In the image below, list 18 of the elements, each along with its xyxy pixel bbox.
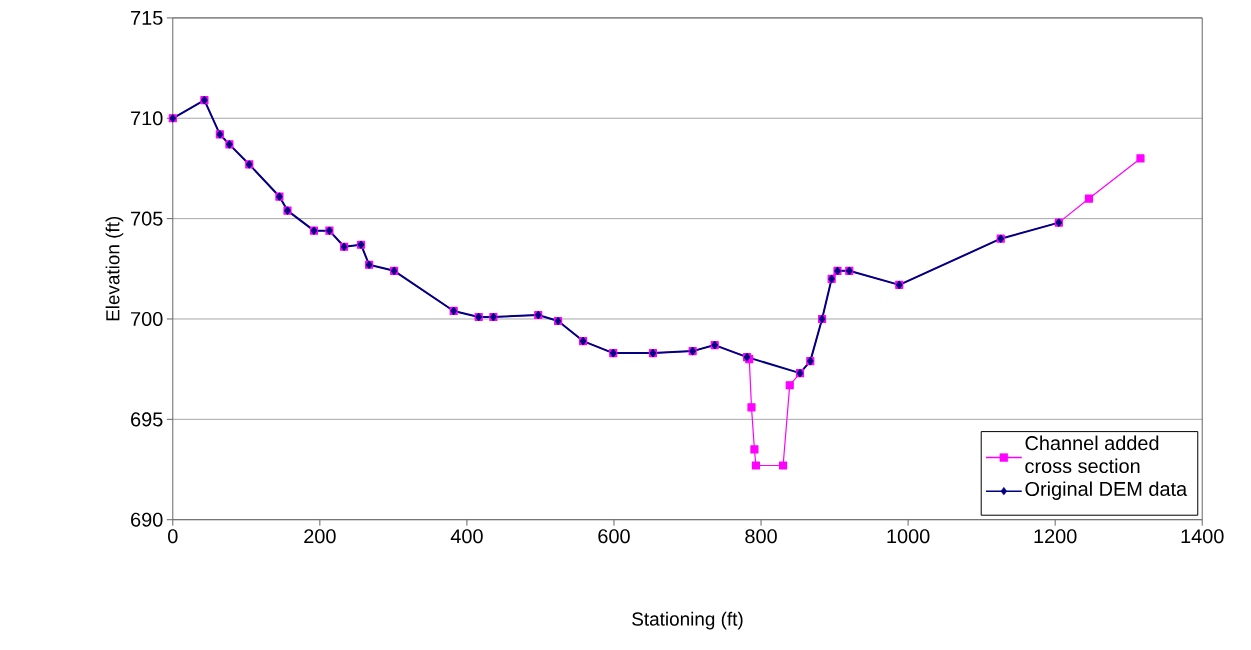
y-tick-label: 695 xyxy=(131,412,163,427)
x-tick-label: 1000 xyxy=(887,529,930,544)
y-tick-label: 710 xyxy=(131,111,163,126)
y-axis-title: Elevation (ft) xyxy=(105,216,124,321)
x-tick-label: 1400 xyxy=(1181,529,1224,544)
legend-label: Channel added cross section xyxy=(1025,435,1159,474)
y-tick-label: 690 xyxy=(131,512,163,527)
y-tick-label: 715 xyxy=(131,10,163,25)
x-tick-label: 400 xyxy=(450,529,483,544)
x-tick-label: 800 xyxy=(745,529,777,544)
y-tick-label: 705 xyxy=(131,211,163,226)
x-tick-label: 0 xyxy=(168,529,178,544)
x-tick-label: 600 xyxy=(598,529,630,544)
legend-label: Original DEM data xyxy=(1025,481,1188,500)
y-tick-label: 700 xyxy=(131,311,163,326)
x-tick-label: 1200 xyxy=(1034,529,1077,544)
x-tick-label: 200 xyxy=(304,529,336,544)
x-axis-title: Stationing (ft) xyxy=(632,611,743,630)
